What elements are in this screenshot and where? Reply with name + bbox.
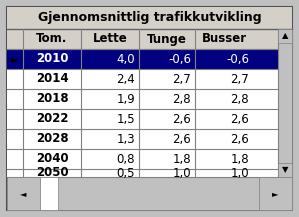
Text: 2,6: 2,6 bbox=[230, 112, 249, 125]
Text: 1,8: 1,8 bbox=[230, 153, 249, 166]
Text: 2050: 2050 bbox=[36, 166, 68, 179]
Bar bbox=[278, 163, 292, 177]
Bar bbox=[40, 177, 58, 210]
Text: Gjennomsnittlig trafikkutvikling: Gjennomsnittlig trafikkutvikling bbox=[38, 12, 261, 25]
Text: 2040: 2040 bbox=[36, 153, 68, 166]
Text: 4,0: 4,0 bbox=[116, 53, 135, 66]
Text: 2018: 2018 bbox=[36, 92, 68, 105]
Text: 2,4: 2,4 bbox=[116, 72, 135, 85]
Text: Busser: Busser bbox=[202, 33, 247, 46]
Text: ►: ► bbox=[272, 189, 279, 198]
Text: Lette: Lette bbox=[93, 33, 127, 46]
Text: ►: ► bbox=[11, 54, 19, 64]
Text: 2,8: 2,8 bbox=[173, 92, 191, 105]
Bar bbox=[7, 89, 278, 109]
Text: 1,8: 1,8 bbox=[173, 153, 191, 166]
Bar bbox=[7, 129, 278, 149]
Text: ◄: ◄ bbox=[20, 189, 27, 198]
Text: -0,6: -0,6 bbox=[168, 53, 191, 66]
Bar bbox=[278, 29, 292, 43]
Bar bbox=[7, 169, 278, 177]
Text: 1,5: 1,5 bbox=[116, 112, 135, 125]
Text: 2,6: 2,6 bbox=[230, 133, 249, 146]
Text: 1,9: 1,9 bbox=[116, 92, 135, 105]
Bar bbox=[7, 149, 278, 169]
Text: -0,6: -0,6 bbox=[226, 53, 249, 66]
Text: Tunge: Tunge bbox=[147, 33, 187, 46]
Bar bbox=[7, 49, 278, 69]
Text: 2,6: 2,6 bbox=[172, 112, 191, 125]
Text: 1,0: 1,0 bbox=[173, 166, 191, 179]
Bar bbox=[7, 69, 278, 89]
Text: 2,8: 2,8 bbox=[230, 92, 249, 105]
Text: 1,3: 1,3 bbox=[116, 133, 135, 146]
Bar bbox=[7, 177, 292, 210]
Text: 2,7: 2,7 bbox=[230, 72, 249, 85]
Bar bbox=[259, 177, 292, 210]
Bar bbox=[7, 109, 278, 129]
Text: 2,6: 2,6 bbox=[172, 133, 191, 146]
Bar bbox=[7, 7, 292, 29]
Text: 0,5: 0,5 bbox=[117, 166, 135, 179]
Text: 2,7: 2,7 bbox=[172, 72, 191, 85]
Bar bbox=[7, 177, 40, 210]
Text: 0,8: 0,8 bbox=[117, 153, 135, 166]
Text: 2010: 2010 bbox=[36, 53, 68, 66]
Text: ▲: ▲ bbox=[282, 31, 288, 41]
Bar bbox=[278, 29, 292, 177]
Text: 2014: 2014 bbox=[36, 72, 68, 85]
Text: ▼: ▼ bbox=[282, 166, 288, 174]
Text: 2028: 2028 bbox=[36, 133, 68, 146]
Text: Tom.: Tom. bbox=[36, 33, 68, 46]
Bar bbox=[7, 29, 278, 49]
Text: 2022: 2022 bbox=[36, 112, 68, 125]
Text: 1,0: 1,0 bbox=[230, 166, 249, 179]
